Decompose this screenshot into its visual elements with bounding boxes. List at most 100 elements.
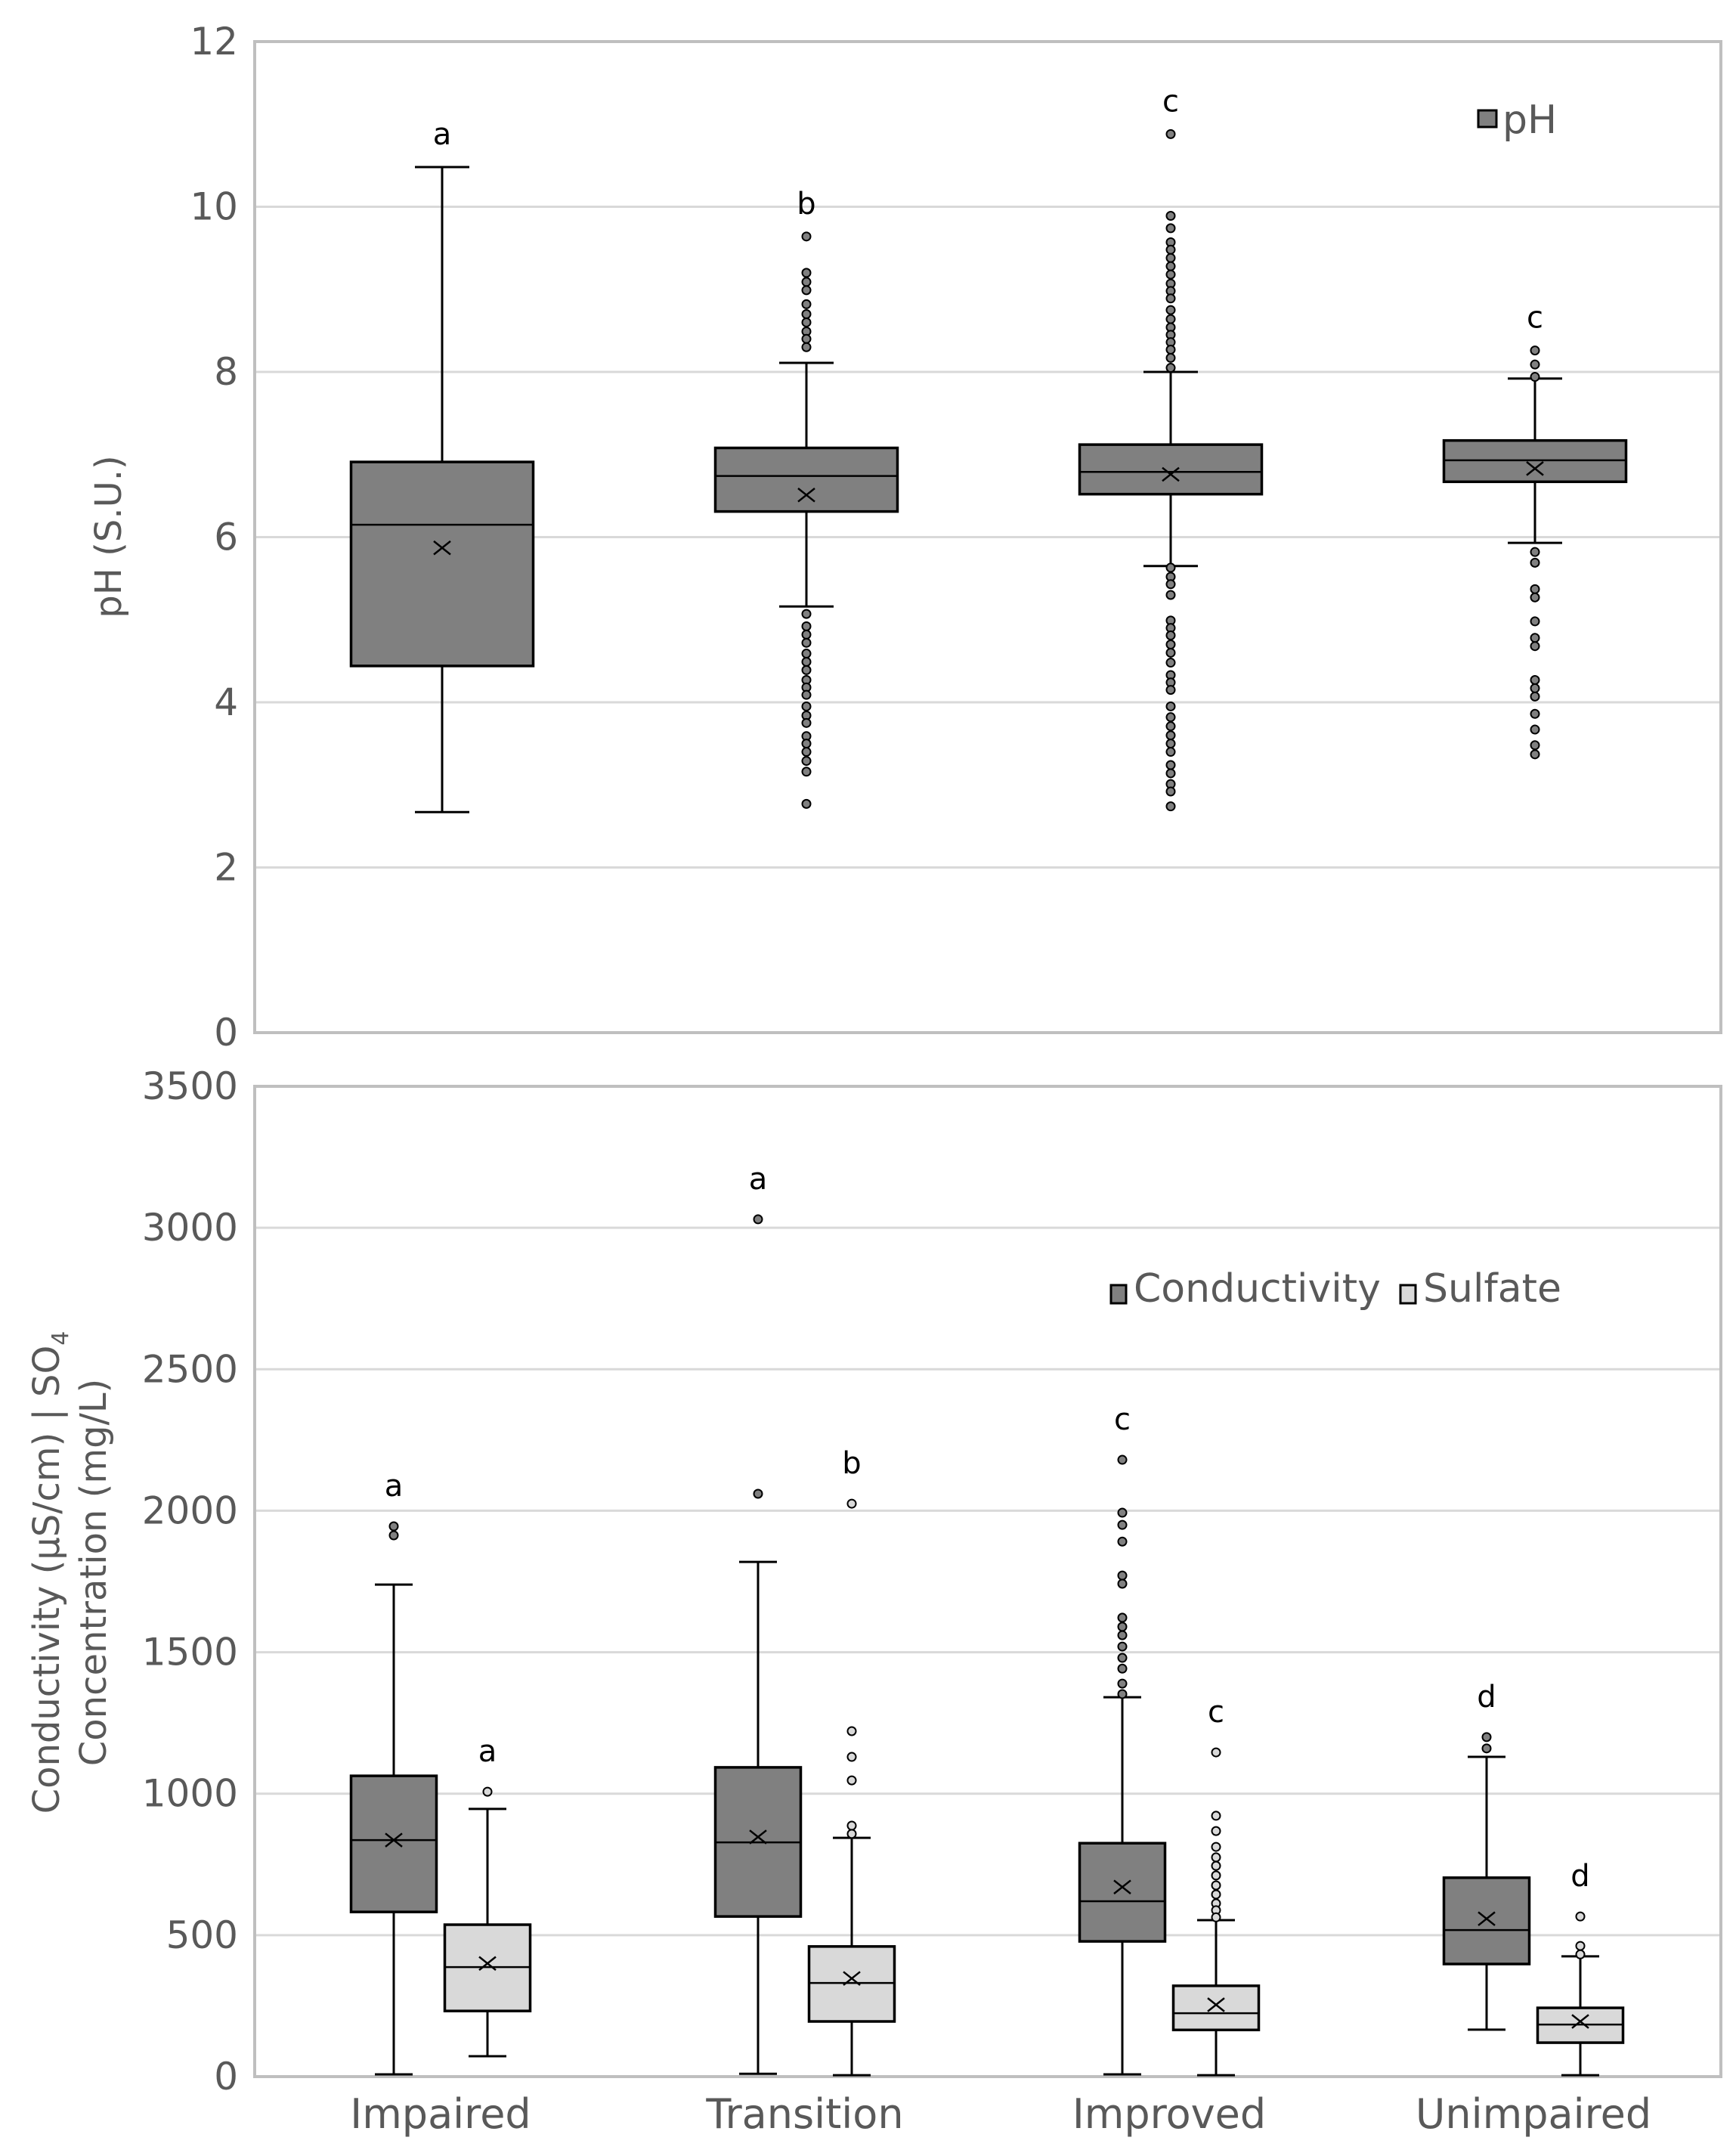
mean-marker [1162, 466, 1180, 482]
outlier-point [1165, 801, 1176, 812]
outlier-point [1530, 691, 1540, 702]
y-tick-label: 10 [190, 185, 238, 229]
outlier-point [1165, 630, 1176, 641]
outlier-point [1117, 1641, 1128, 1652]
outlier-point [1165, 658, 1176, 668]
outlier-point [1530, 708, 1540, 719]
outlier-point [1575, 1949, 1586, 1959]
outlier-point [1211, 1880, 1221, 1891]
mean-marker [385, 1832, 403, 1848]
y-tick-label: 8 [214, 350, 238, 394]
outlier-point [1165, 768, 1176, 779]
outlier-point [1117, 1630, 1128, 1640]
outlier-point [801, 649, 812, 659]
outlier-point [1530, 641, 1540, 652]
outlier-point [801, 621, 812, 631]
y-tick-label: 6 [214, 516, 238, 559]
box-iqr [349, 1774, 438, 1913]
significance-letter: c [1114, 1402, 1131, 1437]
mean-marker [797, 488, 815, 503]
outlier-point [1530, 345, 1540, 356]
outlier-point [1165, 685, 1176, 695]
box-iqr [349, 460, 535, 668]
box-sulfate-improved: c [1171, 1695, 1261, 2077]
outlier-point [801, 277, 812, 287]
outlier-point [1530, 740, 1540, 751]
y-axis-title-ph: pH (S.U.) [88, 455, 130, 618]
mean-marker [1571, 2014, 1589, 2029]
outlier-point [801, 689, 812, 700]
outlier-point [846, 1820, 857, 1831]
outlier-point [801, 701, 812, 711]
box-iqr [807, 1945, 896, 2023]
outlier-point [1481, 1743, 1492, 1754]
mean-marker [1113, 1879, 1131, 1895]
outlier-point [1575, 1911, 1586, 1922]
outlier-point [1165, 129, 1176, 139]
significance-letter: c [1527, 301, 1543, 336]
outlier-point [1165, 261, 1176, 271]
legend-label-sulfate: Sulfate [1423, 1266, 1561, 1312]
outlier-point [1575, 1941, 1586, 1951]
outlier-point [846, 1726, 857, 1736]
outlier-point [1165, 252, 1176, 263]
mean-marker [478, 1956, 497, 1972]
y-tick-label: 3000 [142, 1206, 238, 1250]
outlier-point [1165, 647, 1176, 658]
significance-letter: b [842, 1446, 861, 1481]
outlier-point [1165, 760, 1176, 770]
y-axis-title-line1: Conductivity (µS/cm) | SO4 [26, 1331, 74, 1814]
significance-letter: c [1208, 1695, 1224, 1730]
outlier-point [846, 1752, 857, 1762]
outlier-point [1165, 730, 1176, 741]
box-ph-improved: c [1078, 84, 1264, 812]
outlier-point [1530, 359, 1540, 370]
legend-swatch-sulfate [1399, 1284, 1417, 1305]
x-category-label: Transition [705, 2090, 903, 2138]
y-tick-label: 0 [214, 2055, 238, 2099]
y-tick-label: 1000 [142, 1772, 238, 1816]
mean-marker [1207, 1997, 1225, 2012]
significance-letter: a [478, 1734, 497, 1769]
outlier-point [753, 1214, 763, 1225]
outlier-point [1530, 547, 1540, 557]
outlier-point [482, 1786, 493, 1797]
y-axis-title-text: Conductivity (µS/cm) | SO [26, 1346, 68, 1814]
outlier-point [1117, 1570, 1128, 1581]
legend-ph: pH [1477, 98, 1557, 143]
legend-conductivity-sulfate: Conductivity Sulfate [1109, 1266, 1561, 1312]
outlier-point [1530, 749, 1540, 760]
box-conductivity-impaired: a [349, 1469, 438, 2076]
significance-letter: a [749, 1162, 768, 1197]
outlier-point [388, 1521, 399, 1532]
mean-marker [1478, 1911, 1496, 1926]
outlier-point [1117, 1678, 1128, 1689]
outlier-point [1211, 1811, 1221, 1821]
outlier-point [1165, 244, 1176, 255]
legend-label-conductivity: Conductivity [1134, 1266, 1381, 1312]
box-iqr [1078, 443, 1264, 496]
outlier-point [1165, 211, 1176, 221]
y-axis-title-subscript: 4 [48, 1331, 74, 1346]
outlier-point [846, 1829, 857, 1839]
outlier-point [801, 656, 812, 667]
outlier-point [1211, 1852, 1221, 1863]
outlier-point [801, 309, 812, 320]
outlier-point [801, 756, 812, 767]
significance-letter: b [797, 187, 815, 221]
outlier-point [1530, 675, 1540, 686]
ph-panel: 0 2 4 6 8 10 12 a b c c pH (S.U.) pH [88, 20, 1722, 1055]
box-conductivity-unimpaired: d [1442, 1680, 1531, 2031]
x-category-label: Impaired [350, 2090, 531, 2138]
outlier-point [1211, 1870, 1221, 1881]
outlier-point [801, 664, 812, 675]
significance-letter: a [385, 1469, 404, 1504]
legend-swatch-ph [1477, 109, 1498, 129]
outlier-point [1165, 579, 1176, 590]
box-sulfate-unimpaired: d [1536, 1859, 1625, 2077]
outlier-point [1165, 345, 1176, 355]
outlier-point [801, 717, 812, 728]
outlier-point [1530, 557, 1540, 568]
outlier-point [801, 609, 812, 619]
